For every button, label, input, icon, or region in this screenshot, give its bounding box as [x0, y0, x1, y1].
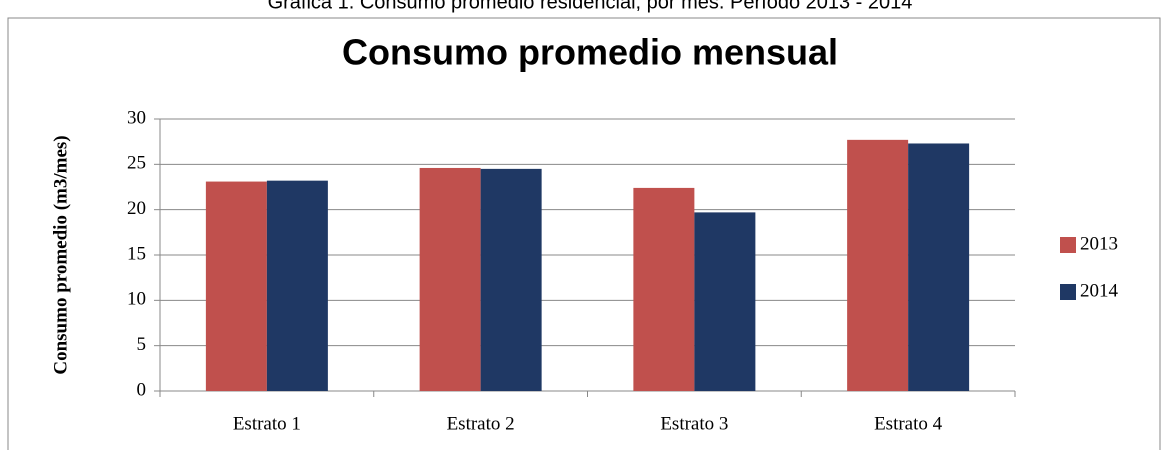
caption: Gráfica 1. Consumo promedio residencial,…: [268, 0, 913, 13]
y-tick-label: 10: [127, 289, 146, 310]
bar: [266, 180, 328, 391]
legend-swatch: [1060, 284, 1076, 300]
x-tick-label: Estrato 1: [233, 413, 301, 434]
bar: [205, 181, 267, 391]
chart-title: Consumo promedio mensual: [342, 32, 838, 73]
x-tick-label: Estrato 3: [660, 413, 728, 434]
bar: [480, 168, 542, 391]
y-tick-label: 5: [137, 334, 147, 355]
y-axis-label: Consumo promedio (m3/mes): [50, 135, 71, 374]
bar: [847, 139, 909, 391]
bar: [694, 212, 756, 391]
legend-swatch: [1060, 237, 1076, 253]
bar: [633, 187, 695, 391]
y-tick-label: 20: [127, 198, 146, 219]
y-tick-label: 30: [127, 107, 146, 128]
y-tick-label: 15: [127, 243, 146, 264]
bar: [419, 167, 481, 391]
y-tick-label: 25: [127, 153, 146, 174]
chart-border: [7, 17, 1161, 450]
legend-label: 2014: [1080, 280, 1119, 301]
legend-label: 2013: [1080, 233, 1118, 254]
bar: [908, 143, 970, 391]
x-tick-label: Estrato 2: [447, 413, 515, 434]
x-tick-label: Estrato 4: [874, 413, 943, 434]
y-tick-label: 0: [137, 379, 147, 400]
